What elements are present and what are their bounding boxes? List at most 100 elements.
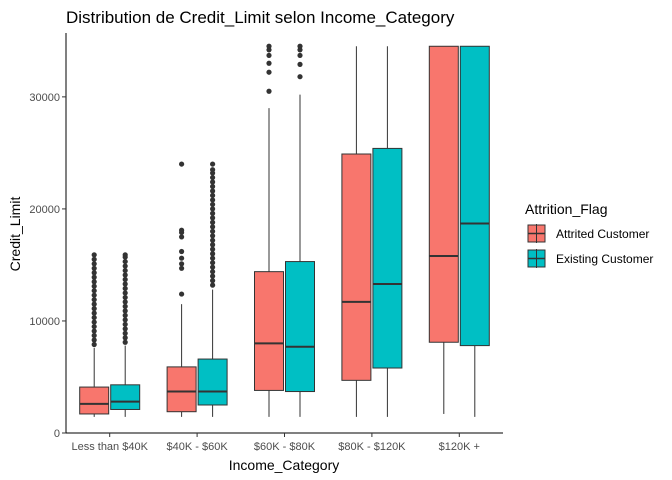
y-axis: 0 10000 20000 30000 bbox=[29, 33, 67, 440]
outlier-point bbox=[266, 88, 272, 94]
box bbox=[372, 147, 403, 369]
outlier-point bbox=[179, 227, 185, 233]
outlier-point bbox=[91, 261, 97, 267]
outlier-point bbox=[91, 306, 97, 312]
legend-item: Existing Customer bbox=[527, 249, 653, 268]
outlier-point bbox=[210, 246, 216, 252]
outlier-point bbox=[179, 248, 185, 255]
legend: Attrition_Flag Attrited Customer Existing… bbox=[525, 201, 653, 268]
box-group bbox=[79, 252, 110, 417]
outlier-point bbox=[122, 330, 128, 336]
outlier-point bbox=[91, 288, 97, 294]
outlier-point bbox=[91, 314, 97, 321]
legend-label: Existing Customer bbox=[556, 252, 653, 266]
legend-title: Attrition_Flag bbox=[525, 201, 607, 217]
outlier-point bbox=[91, 341, 97, 348]
outlier-point bbox=[266, 52, 272, 59]
outlier-point bbox=[210, 282, 216, 288]
x-tick-label: $40K - $60K bbox=[167, 441, 229, 453]
outlier-point bbox=[210, 233, 216, 239]
outlier-point bbox=[122, 290, 128, 296]
outlier-point bbox=[91, 310, 97, 316]
outlier-point bbox=[297, 52, 303, 59]
box bbox=[166, 366, 197, 413]
outlier-point bbox=[210, 192, 216, 199]
outlier-point bbox=[210, 197, 216, 203]
outlier-point bbox=[91, 270, 97, 276]
outlier-point bbox=[122, 326, 128, 332]
outlier-point bbox=[179, 291, 185, 297]
outlier-point bbox=[210, 255, 216, 261]
outlier-point bbox=[91, 274, 97, 280]
box bbox=[459, 45, 490, 347]
outlier-point bbox=[210, 174, 216, 181]
box bbox=[254, 271, 284, 391]
outlier-point bbox=[210, 273, 216, 279]
y-axis-title: Credit_Limit bbox=[7, 197, 23, 272]
outlier-point bbox=[122, 272, 128, 278]
box bbox=[285, 261, 315, 393]
outlier-point bbox=[122, 252, 128, 258]
outlier-point bbox=[122, 258, 128, 265]
x-axis-title: Income_Category bbox=[229, 457, 340, 473]
outlier-point bbox=[210, 215, 216, 221]
outlier-point bbox=[179, 265, 185, 271]
outlier-point bbox=[210, 264, 216, 270]
outlier-point bbox=[122, 321, 128, 327]
outlier-point bbox=[91, 265, 97, 271]
outlier-point bbox=[122, 317, 128, 323]
box-group bbox=[459, 45, 490, 417]
outlier-point bbox=[266, 69, 272, 75]
outlier-point bbox=[122, 267, 128, 274]
outlier-point bbox=[210, 167, 216, 173]
box-group bbox=[341, 46, 372, 417]
outlier-point bbox=[91, 283, 97, 289]
outlier-point bbox=[122, 263, 128, 269]
outlier-point bbox=[179, 261, 185, 267]
outlier-point bbox=[91, 252, 97, 258]
outlier-point bbox=[91, 323, 97, 330]
outlier-point bbox=[91, 297, 97, 303]
outlier-point bbox=[210, 260, 216, 266]
outlier-point bbox=[91, 301, 97, 307]
outlier-point bbox=[210, 201, 216, 208]
outlier-point bbox=[297, 74, 303, 80]
outlier-point bbox=[122, 303, 128, 309]
outlier-point bbox=[210, 161, 216, 167]
outlier-point bbox=[210, 179, 216, 185]
box-group bbox=[110, 252, 141, 417]
outlier-point bbox=[210, 228, 216, 234]
box-group bbox=[166, 161, 197, 417]
outlier-point bbox=[210, 210, 216, 216]
outlier-point bbox=[122, 285, 128, 292]
outlier-point bbox=[91, 279, 97, 285]
outlier-point bbox=[91, 319, 97, 325]
outlier-point bbox=[297, 43, 303, 49]
x-tick-label: Less than $40K bbox=[71, 441, 148, 453]
outlier-point bbox=[179, 255, 185, 261]
y-tick-label: 10000 bbox=[29, 316, 60, 328]
outlier-point bbox=[91, 292, 97, 298]
outlier-point bbox=[266, 60, 272, 66]
box-group bbox=[285, 43, 315, 417]
outlier-point bbox=[91, 256, 97, 262]
outlier-point bbox=[210, 188, 216, 194]
outlier-point bbox=[210, 242, 216, 248]
x-tick-label: $80K - $120K bbox=[338, 441, 406, 453]
outlier-point bbox=[210, 219, 216, 225]
legend-label: Attrited Customer bbox=[556, 227, 649, 241]
outlier-point bbox=[210, 278, 216, 284]
outlier-point bbox=[210, 183, 216, 190]
legend-item: Attrited Customer bbox=[527, 224, 649, 243]
outlier-point bbox=[266, 43, 272, 49]
outlier-point bbox=[122, 312, 128, 318]
x-axis: Less than $40K $40K - $60K $60K - $80K $80K… bbox=[66, 432, 503, 453]
x-tick-label: $60K - $80K bbox=[254, 441, 316, 453]
outlier-point bbox=[210, 237, 216, 243]
outlier-point bbox=[179, 161, 185, 167]
outlier-point bbox=[122, 299, 128, 305]
box bbox=[197, 358, 228, 406]
outlier-point bbox=[91, 337, 97, 343]
outlier-point bbox=[91, 328, 97, 334]
